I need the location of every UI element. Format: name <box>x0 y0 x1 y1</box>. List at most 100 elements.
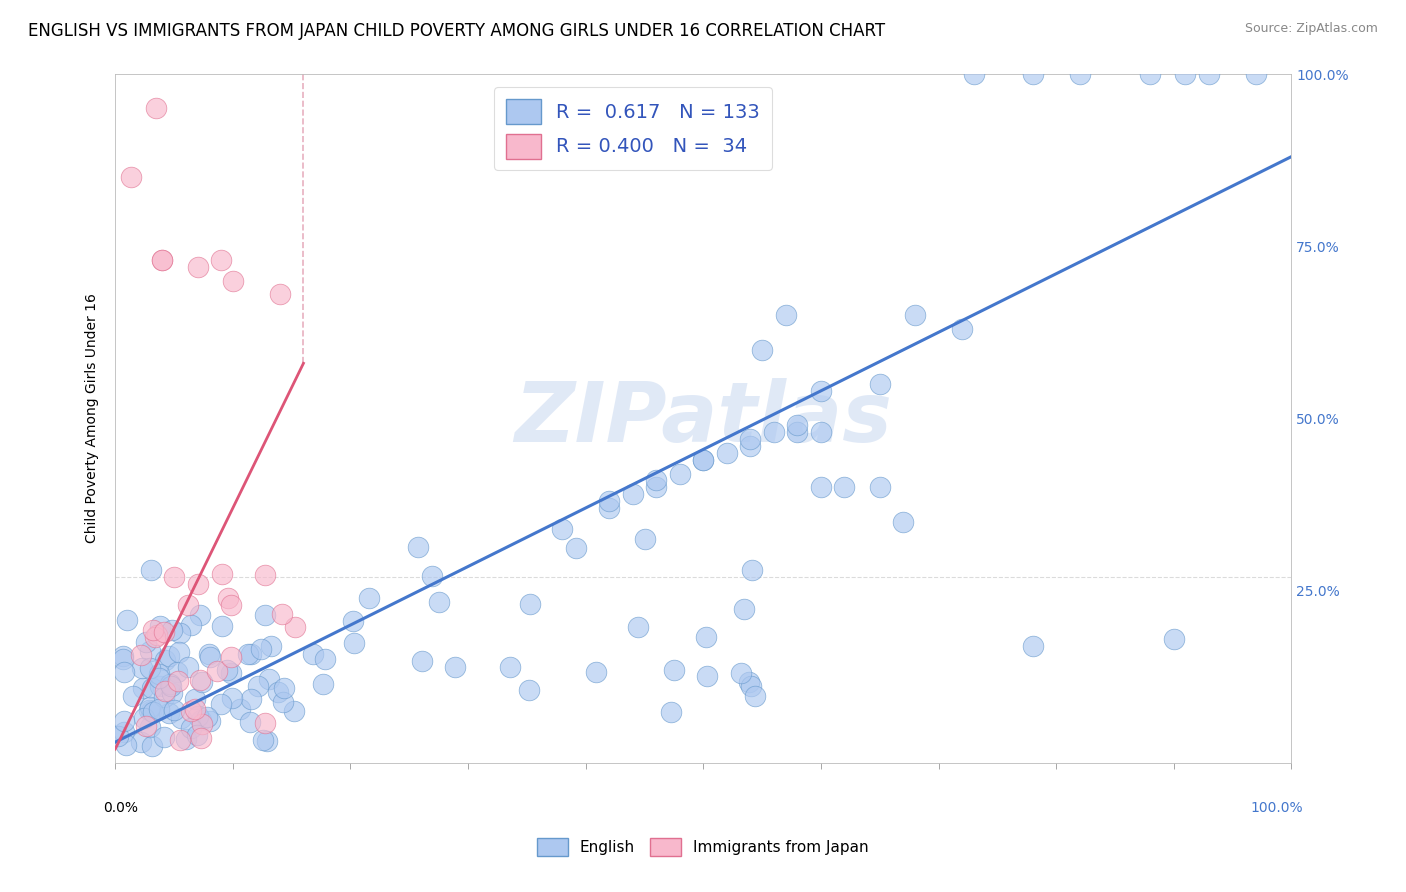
Point <box>107 729 129 743</box>
Point <box>160 686 183 700</box>
Point <box>180 704 202 718</box>
Point <box>283 704 305 718</box>
Point <box>443 660 465 674</box>
Point <box>112 652 135 666</box>
Point <box>187 576 209 591</box>
Point <box>659 705 682 719</box>
Point <box>190 673 212 687</box>
Point <box>169 625 191 640</box>
Point <box>141 739 163 753</box>
Point <box>810 384 832 398</box>
Point <box>174 731 197 746</box>
Point <box>257 672 280 686</box>
Point <box>357 591 380 606</box>
Point <box>115 613 138 627</box>
Point <box>891 515 914 529</box>
Point <box>122 689 145 703</box>
Point <box>184 702 207 716</box>
Point <box>217 591 239 605</box>
Point <box>159 677 181 691</box>
Point <box>222 274 245 288</box>
Point <box>585 665 607 679</box>
Point <box>645 474 668 488</box>
Point <box>246 679 269 693</box>
Point <box>1198 67 1220 81</box>
Point <box>1069 67 1091 81</box>
Point <box>733 601 755 615</box>
Point <box>1021 67 1043 81</box>
Point <box>209 252 232 267</box>
Point <box>312 676 335 690</box>
Point <box>146 627 169 641</box>
Point <box>730 666 752 681</box>
Point <box>163 570 186 584</box>
Point <box>1163 632 1185 646</box>
Point <box>751 343 773 357</box>
Point <box>695 630 717 644</box>
Point <box>950 322 973 336</box>
Point <box>112 714 135 729</box>
Point <box>662 663 685 677</box>
Point <box>149 679 172 693</box>
Point <box>284 620 307 634</box>
Point <box>519 598 541 612</box>
Point <box>744 689 766 703</box>
Point <box>186 728 208 742</box>
Point <box>834 480 856 494</box>
Point <box>775 308 797 322</box>
Point <box>810 480 832 494</box>
Point <box>153 683 176 698</box>
Point <box>904 308 927 322</box>
Point <box>740 439 762 453</box>
Point <box>160 624 183 638</box>
Point <box>342 614 364 628</box>
Point <box>256 733 278 747</box>
Point <box>198 650 221 665</box>
Point <box>148 667 170 681</box>
Point <box>252 732 274 747</box>
Point <box>215 663 238 677</box>
Point <box>634 532 657 546</box>
Point <box>692 452 714 467</box>
Point <box>138 720 160 734</box>
Point <box>170 711 193 725</box>
Point <box>254 715 277 730</box>
Point <box>187 708 209 723</box>
Point <box>166 665 188 679</box>
Point <box>190 731 212 746</box>
Point <box>166 674 188 689</box>
Point <box>112 724 135 739</box>
Text: 100.0%: 100.0% <box>1250 801 1303 814</box>
Point <box>209 697 232 711</box>
Point <box>1021 639 1043 653</box>
Point <box>135 634 157 648</box>
Text: Source: ZipAtlas.com: Source: ZipAtlas.com <box>1244 22 1378 36</box>
Point <box>869 376 891 391</box>
Point <box>406 540 429 554</box>
Point <box>645 480 668 494</box>
Point <box>762 425 785 440</box>
Legend: R =  0.617   N = 133, R = 0.400   N =  34: R = 0.617 N = 133, R = 0.400 N = 34 <box>494 87 772 170</box>
Point <box>169 733 191 747</box>
Point <box>692 452 714 467</box>
Point <box>273 695 295 709</box>
Point <box>238 647 260 661</box>
Point <box>195 710 218 724</box>
Point <box>167 644 190 658</box>
Point <box>180 617 202 632</box>
Point <box>621 487 644 501</box>
Text: 0.0%: 0.0% <box>104 801 139 814</box>
Point <box>221 690 243 705</box>
Point <box>737 675 759 690</box>
Point <box>139 563 162 577</box>
Point <box>131 735 153 749</box>
Point <box>138 703 160 717</box>
Point <box>177 660 200 674</box>
Point <box>188 607 211 622</box>
Point <box>150 252 173 267</box>
Point <box>239 647 262 661</box>
Point <box>131 681 153 696</box>
Point <box>145 102 167 116</box>
Point <box>180 721 202 735</box>
Point <box>139 704 162 718</box>
